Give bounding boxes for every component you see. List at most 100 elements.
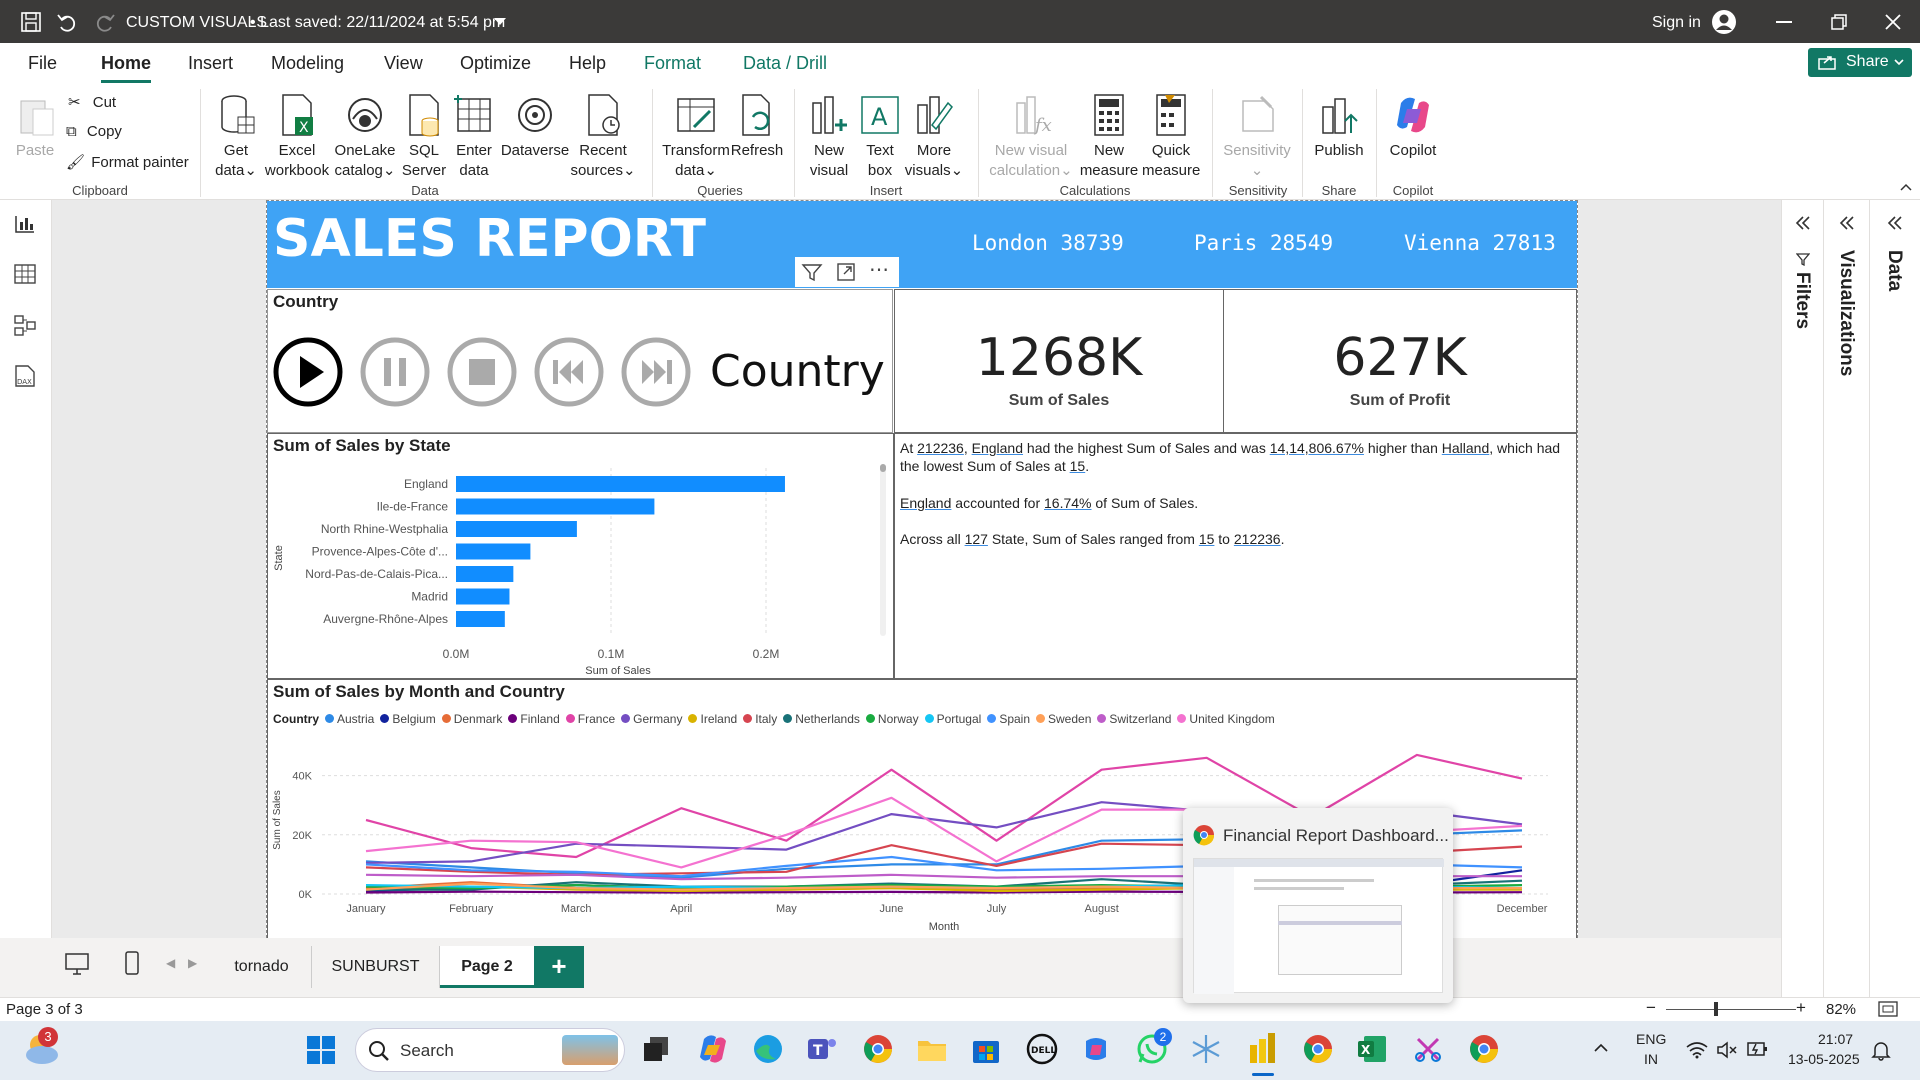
close-icon[interactable]	[1885, 14, 1901, 30]
pause-icon[interactable]	[359, 336, 431, 408]
data-pane-collapsed[interactable]: Data	[1870, 200, 1920, 997]
legend-item[interactable]: Switzerland	[1097, 712, 1171, 726]
sign-in-link[interactable]: Sign in	[1652, 14, 1701, 31]
table-view-icon[interactable]	[14, 264, 36, 284]
excel-taskbar-icon[interactable]: X	[1356, 1033, 1388, 1065]
chrome-icon[interactable]	[862, 1033, 894, 1065]
report-view-icon[interactable]	[14, 214, 36, 234]
taskbar-search[interactable]: Search	[355, 1028, 625, 1072]
collapse-ribbon-icon[interactable]	[1900, 183, 1912, 191]
clock-date[interactable]: 13-05-2025	[1788, 1051, 1860, 1067]
legend-item[interactable]: Denmark	[441, 712, 502, 726]
clock-time[interactable]: 21:07	[1818, 1031, 1854, 1047]
expand-icon[interactable]	[1887, 216, 1903, 230]
transform-data-button[interactable]: Transform data⌄	[660, 93, 732, 181]
text-box-button[interactable]: A Text box	[856, 93, 904, 181]
whatsapp-icon[interactable]	[1136, 1033, 1168, 1065]
menu-help[interactable]: Help	[569, 53, 607, 73]
more-options-icon[interactable]: ⋯	[869, 259, 889, 281]
legend-item[interactable]: United Kingdom	[1177, 712, 1275, 726]
legend-item[interactable]: Norway	[865, 712, 919, 726]
zoom-slider[interactable]	[1666, 1009, 1796, 1010]
microsoft-store-icon[interactable]	[970, 1033, 1002, 1065]
enter-data-button[interactable]: Enter data	[450, 93, 498, 181]
tab-tornado[interactable]: tornado	[212, 946, 312, 988]
quick-measure-button[interactable]: Quick measure	[1142, 93, 1200, 181]
m365-icon[interactable]	[1080, 1033, 1112, 1065]
legend-item[interactable]: Spain	[987, 712, 1030, 726]
legend-item[interactable]: Finland	[508, 712, 560, 726]
cut-button[interactable]: ✂ Cut	[68, 94, 117, 111]
refresh-button[interactable]: Refresh	[730, 93, 784, 161]
account-icon[interactable]	[1711, 9, 1737, 35]
play-icon[interactable]	[272, 336, 344, 408]
legend-item[interactable]: Italy	[743, 712, 777, 726]
filter-icon[interactable]	[801, 262, 823, 282]
chevron-down-icon[interactable]	[494, 18, 506, 26]
expand-icon[interactable]	[1839, 216, 1855, 230]
teams-icon[interactable]: T	[806, 1033, 838, 1065]
legend-item[interactable]: Sweden	[1036, 712, 1091, 726]
dax-query-icon[interactable]: DAX	[12, 364, 38, 388]
menu-optimize[interactable]: Optimize	[460, 53, 532, 73]
focus-mode-icon[interactable]	[836, 262, 856, 282]
battery-icon[interactable]	[1746, 1039, 1768, 1059]
notifications-icon[interactable]	[1870, 1039, 1892, 1061]
zoom-out-button[interactable]: −	[1646, 998, 1656, 1017]
menu-view[interactable]: View	[384, 53, 423, 73]
menu-modeling[interactable]: Modeling	[271, 53, 345, 73]
format-painter-button[interactable]: 🖌 Format painter	[66, 154, 189, 171]
menu-data-drill[interactable]: Data / Drill	[743, 53, 828, 73]
save-icon[interactable]	[20, 11, 42, 33]
sql-server-button[interactable]: SQL Server	[398, 93, 450, 181]
file-explorer-icon[interactable]	[916, 1033, 948, 1065]
new-visual-button[interactable]: New visual	[804, 93, 854, 181]
stop-icon[interactable]	[446, 336, 518, 408]
legend-item[interactable]: Ireland	[688, 712, 737, 726]
legend-item[interactable]: Germany	[621, 712, 682, 726]
wifi-icon[interactable]	[1686, 1041, 1708, 1059]
volume-muted-icon[interactable]	[1716, 1041, 1738, 1059]
menu-insert[interactable]: Insert	[188, 53, 234, 73]
task-view-icon[interactable]	[642, 1035, 670, 1063]
legend-item[interactable]: Portugal	[924, 712, 981, 726]
publish-button[interactable]: Publish	[1310, 93, 1368, 161]
legend-item[interactable]: Belgium	[380, 712, 436, 726]
dell-icon[interactable]: DELL	[1026, 1033, 1058, 1065]
new-visual-calculation-button[interactable]: fx New visual calculation⌄	[986, 93, 1076, 181]
undo-icon[interactable]	[56, 11, 78, 33]
legend-item[interactable]: Netherlands	[783, 712, 860, 726]
copilot-taskbar-icon[interactable]	[696, 1033, 728, 1065]
visualizations-pane-collapsed[interactable]: Visualizations	[1824, 200, 1870, 997]
menu-file[interactable]: File	[28, 53, 58, 73]
file-title[interactable]: CUSTOM VISUALS	[126, 14, 268, 31]
region-indicator[interactable]: IN	[1644, 1051, 1658, 1067]
tab-sunburst[interactable]: SUNBURST	[312, 946, 440, 988]
minimize-icon[interactable]	[1776, 21, 1792, 23]
onelake-catalog-button[interactable]: OneLake catalog⌄	[332, 93, 398, 181]
desktop-layout-icon[interactable]	[64, 952, 90, 976]
show-hidden-icons-icon[interactable]	[1594, 1043, 1608, 1053]
tab-page-2[interactable]: Page 2	[440, 946, 534, 988]
edge-icon[interactable]	[752, 1033, 784, 1065]
more-visuals-button[interactable]: More visuals⌄	[902, 93, 966, 181]
dataverse-button[interactable]: Dataverse	[498, 93, 572, 161]
snowflake-app-icon[interactable]	[1190, 1033, 1222, 1065]
copilot-button[interactable]: Copilot	[1384, 93, 1442, 161]
mobile-layout-icon[interactable]	[124, 950, 140, 976]
paste-button[interactable]: Paste	[10, 93, 60, 161]
menu-home[interactable]: Home	[101, 53, 152, 83]
power-bi-icon[interactable]	[1246, 1031, 1280, 1065]
recent-sources-button[interactable]: Recent sources⌄	[570, 93, 636, 181]
chrome-second-profile-icon[interactable]	[1468, 1033, 1500, 1065]
restore-icon[interactable]	[1831, 14, 1847, 30]
next-icon[interactable]	[620, 336, 692, 408]
next-page-icon[interactable]: ▶	[188, 956, 198, 970]
excel-workbook-button[interactable]: X Excel workbook	[262, 93, 332, 181]
chrome-profile-icon[interactable]	[1302, 1033, 1334, 1065]
legend-item[interactable]: Austria	[325, 712, 374, 726]
fit-to-page-icon[interactable]	[1878, 1001, 1898, 1017]
redo-icon[interactable]	[94, 11, 116, 33]
new-measure-button[interactable]: New measure	[1078, 93, 1140, 181]
menu-format[interactable]: Format	[644, 53, 702, 73]
